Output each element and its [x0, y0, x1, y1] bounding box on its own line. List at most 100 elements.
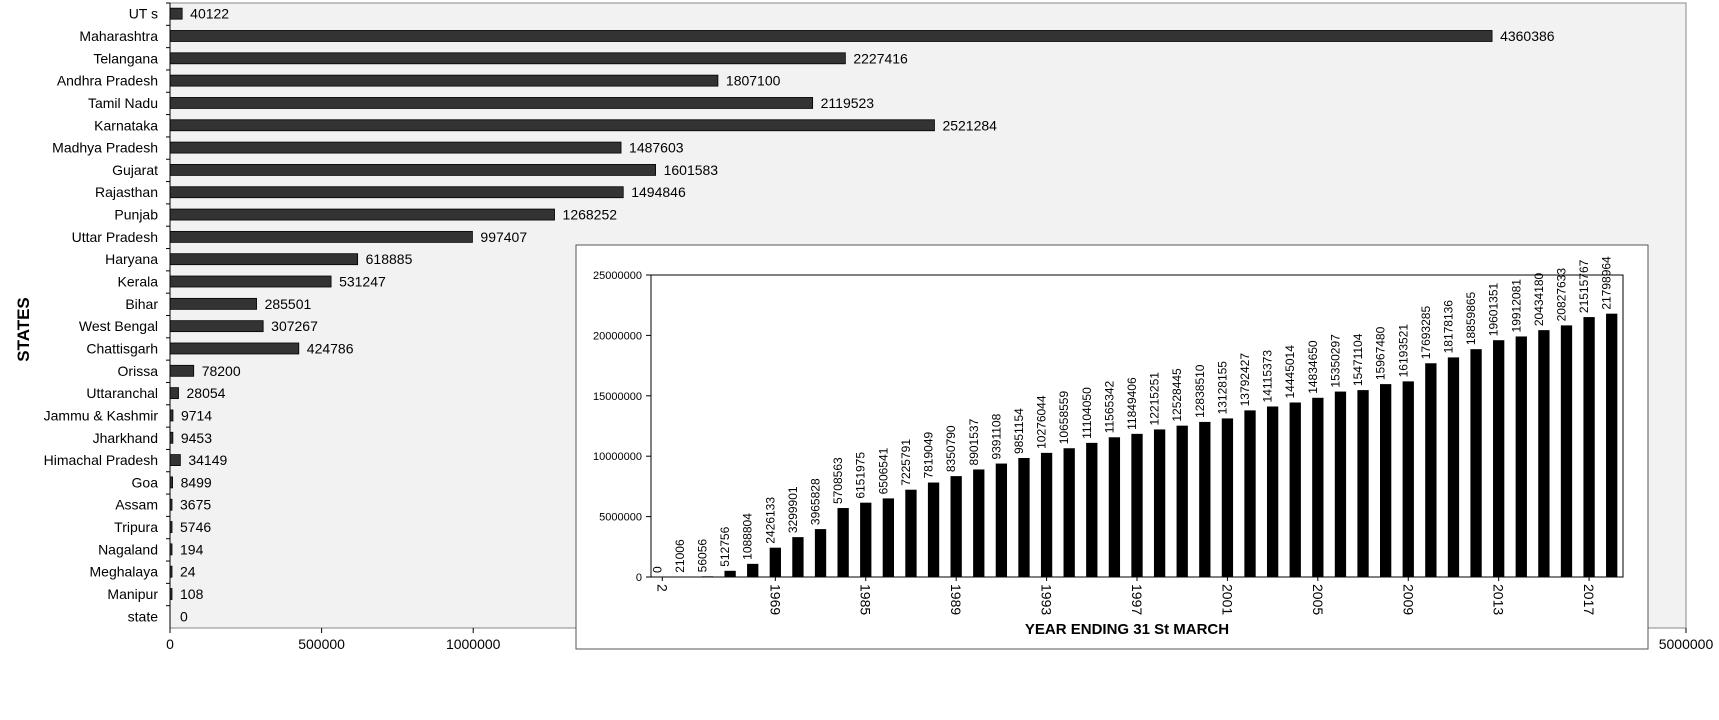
value-label: 78200: [202, 363, 241, 379]
inset-value-label: 21006: [673, 539, 687, 573]
inset-value-label: 8350790: [944, 425, 958, 472]
bar: [169, 387, 179, 400]
inset-bar: [973, 469, 985, 577]
inset-bar: [995, 463, 1008, 577]
inset-value-label: 8901537: [967, 418, 981, 465]
category-label: Uttar Pradesh: [72, 229, 158, 245]
value-label: 1268252: [563, 207, 618, 223]
inset-bar: [1289, 402, 1301, 577]
inset-x-axis-title: YEAR ENDING 31 St MARCH: [1025, 621, 1229, 638]
category-label: Telangana: [93, 50, 158, 66]
category-label: Madhya Pradesh: [52, 140, 158, 156]
category-label: Orissa: [118, 363, 159, 379]
inset-bar: [1402, 381, 1414, 577]
inset-value-label: 10658559: [1057, 391, 1071, 445]
inset-x-tick-label: 1989: [948, 584, 964, 615]
bar: [169, 30, 1493, 42]
inset-value-label: 13792427: [1238, 353, 1252, 407]
value-label: 1487603: [629, 140, 684, 156]
inset-bar: [1266, 406, 1279, 577]
inset-x-tick-label: 2013: [1491, 584, 1507, 615]
inset-bar: [701, 576, 714, 577]
category-label: Jammu & Kashmir: [44, 407, 159, 423]
inset-bar: [950, 476, 962, 577]
inset-bar: [1199, 421, 1211, 577]
inset-value-label: 2426133: [763, 497, 777, 544]
inset-y-tick-label: 25000000: [593, 270, 642, 282]
bar: [169, 342, 300, 355]
inset-value-label: 14834650: [1306, 340, 1320, 394]
inset-x-tick-label: 2017: [1581, 584, 1597, 615]
inset-value-label: 21798964: [1600, 256, 1614, 310]
inset-x-tick-label: 2005: [1310, 584, 1326, 615]
inset-value-label: 18859865: [1464, 291, 1478, 345]
category-label: Goa: [132, 474, 159, 490]
x-tick-label: 1000000: [446, 636, 501, 652]
category-label: Himachal Pradesh: [44, 452, 158, 468]
category-label: Manipur: [107, 586, 158, 602]
inset-bar: [1493, 340, 1505, 577]
category-label: Assam: [115, 497, 158, 513]
inset-value-label: 13128155: [1215, 361, 1229, 415]
inset-value-label: 6151975: [854, 452, 868, 499]
inset-bar: [1244, 410, 1256, 577]
bar: [169, 141, 622, 154]
inset-value-label: 9391108: [989, 413, 1003, 459]
value-label: 4360386: [1500, 28, 1555, 44]
inset-bar: [1176, 425, 1188, 577]
inset-bar: [1153, 429, 1166, 577]
inset-x-tick-label: 1985: [858, 584, 874, 615]
category-label: Maharashtra: [79, 28, 158, 44]
inset-value-label: 5708563: [831, 457, 845, 504]
inset-bar: [1357, 390, 1369, 577]
category-label: West Bengal: [79, 318, 158, 334]
category-label: Rajasthan: [95, 184, 158, 200]
value-label: 5746: [180, 519, 211, 535]
value-label: 28054: [187, 385, 226, 401]
inset-y-tick-label: 15000000: [593, 391, 642, 403]
inset-bar: [1380, 384, 1392, 577]
inset-bar: [1425, 363, 1437, 577]
value-label: 424786: [307, 340, 354, 356]
x-tick-label: 5000000: [1659, 636, 1714, 652]
inset-bar: [679, 576, 691, 578]
value-label: 1494846: [631, 184, 686, 200]
inset-bar: [1312, 397, 1324, 577]
inset-x-tick-label: 2: [654, 584, 670, 592]
inset-value-label: 14115373: [1261, 350, 1275, 403]
inset-y-tick-label: 0: [636, 572, 642, 584]
value-label: 24: [180, 564, 196, 580]
inset-value-label: 12838510: [1193, 364, 1207, 418]
inset-bar: [1040, 452, 1053, 577]
inset-y-tick-label: 20000000: [593, 330, 642, 342]
category-label: Tamil Nadu: [88, 95, 158, 111]
category-label: Haryana: [105, 251, 158, 267]
value-label: 1601583: [664, 162, 719, 178]
inset-bar: [905, 489, 917, 577]
bar: [169, 320, 264, 333]
bar: [169, 119, 935, 132]
inset-bar: [860, 502, 872, 577]
category-label: Meghalaya: [90, 564, 159, 580]
category-label: Karnataka: [94, 117, 158, 133]
bar: [169, 97, 814, 109]
category-label: Kerala: [118, 274, 159, 290]
inset-value-label: 15350297: [1328, 334, 1342, 388]
inset-value-label: 1088804: [741, 513, 755, 560]
inset-x-tick-label: 1969: [767, 584, 783, 615]
inset-value-label: 20827633: [1554, 268, 1568, 322]
value-label: 108: [180, 586, 204, 602]
bar: [169, 454, 181, 466]
category-label: Tripura: [114, 519, 158, 535]
inset-bar: [1538, 330, 1550, 577]
inset-bar: [1515, 336, 1527, 577]
y-axis-title: STATES: [14, 297, 33, 362]
bar: [169, 52, 846, 65]
bar: [169, 364, 195, 377]
value-label: 531247: [339, 274, 386, 290]
bar: [169, 297, 257, 310]
inset-chart: 0 5000000 10000000 15000000 20000000 25000000…: [575, 244, 1649, 650]
inset-value-label: 18178136: [1441, 300, 1455, 354]
